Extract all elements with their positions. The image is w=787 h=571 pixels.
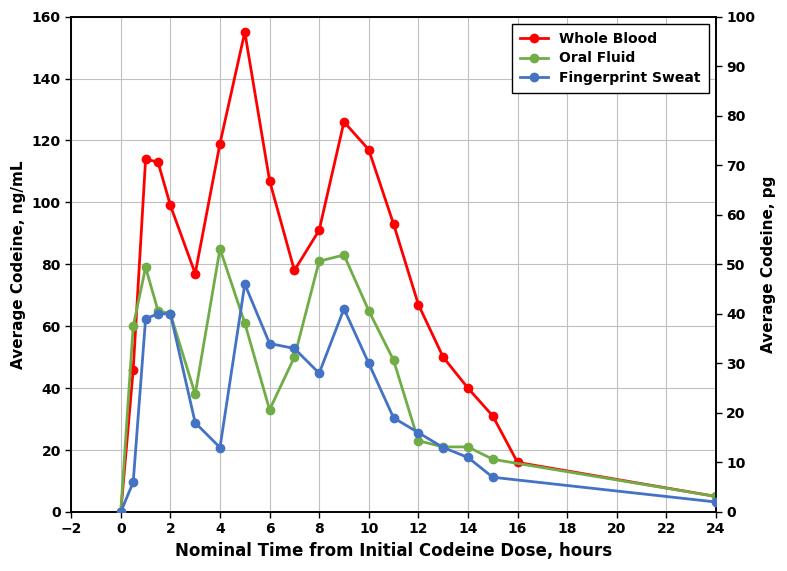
Fingerprint Sweat	[190, 419, 200, 426]
Oral Fluid	[339, 252, 349, 259]
Oral Fluid	[216, 246, 225, 252]
Fingerprint Sweat	[153, 311, 163, 317]
Y-axis label: Average Codeine, pg: Average Codeine, pg	[761, 175, 776, 353]
Oral Fluid	[711, 493, 721, 500]
Whole Blood	[190, 270, 200, 277]
Oral Fluid	[265, 407, 275, 413]
Oral Fluid	[364, 307, 374, 314]
Line: Oral Fluid: Oral Fluid	[116, 244, 720, 516]
Oral Fluid	[128, 323, 138, 329]
Whole Blood	[339, 118, 349, 125]
Fingerprint Sweat	[290, 345, 299, 352]
Legend: Whole Blood, Oral Fluid, Fingerprint Sweat: Whole Blood, Oral Fluid, Fingerprint Swe…	[512, 23, 709, 93]
Whole Blood	[153, 159, 163, 166]
Oral Fluid	[141, 264, 150, 271]
Oral Fluid	[290, 353, 299, 360]
Whole Blood	[240, 29, 249, 35]
Whole Blood	[141, 155, 150, 162]
Fingerprint Sweat	[488, 474, 497, 481]
Oral Fluid	[116, 509, 125, 516]
Whole Blood	[290, 267, 299, 274]
Whole Blood	[166, 202, 176, 209]
Fingerprint Sweat	[339, 305, 349, 312]
Oral Fluid	[190, 391, 200, 398]
Fingerprint Sweat	[389, 415, 398, 421]
Whole Blood	[128, 366, 138, 373]
Fingerprint Sweat	[141, 315, 150, 322]
Fingerprint Sweat	[240, 281, 249, 288]
Line: Fingerprint Sweat: Fingerprint Sweat	[116, 280, 720, 516]
Oral Fluid	[389, 357, 398, 364]
Whole Blood	[414, 301, 423, 308]
Whole Blood	[513, 459, 523, 466]
Whole Blood	[265, 177, 275, 184]
Whole Blood	[116, 509, 125, 516]
Fingerprint Sweat	[464, 454, 473, 461]
X-axis label: Nominal Time from Initial Codeine Dose, hours: Nominal Time from Initial Codeine Dose, …	[175, 542, 612, 560]
Oral Fluid	[488, 456, 497, 463]
Y-axis label: Average Codeine, ng/mL: Average Codeine, ng/mL	[11, 160, 26, 368]
Fingerprint Sweat	[438, 444, 448, 451]
Fingerprint Sweat	[216, 444, 225, 451]
Fingerprint Sweat	[711, 498, 721, 505]
Whole Blood	[315, 227, 324, 234]
Whole Blood	[216, 140, 225, 147]
Oral Fluid	[414, 437, 423, 444]
Whole Blood	[389, 220, 398, 227]
Oral Fluid	[166, 311, 176, 317]
Oral Fluid	[153, 307, 163, 314]
Fingerprint Sweat	[315, 370, 324, 377]
Whole Blood	[488, 412, 497, 419]
Fingerprint Sweat	[116, 509, 125, 516]
Fingerprint Sweat	[128, 478, 138, 485]
Oral Fluid	[464, 444, 473, 451]
Oral Fluid	[240, 320, 249, 327]
Whole Blood	[364, 146, 374, 153]
Whole Blood	[464, 385, 473, 392]
Line: Whole Blood: Whole Blood	[116, 28, 720, 516]
Fingerprint Sweat	[265, 340, 275, 347]
Oral Fluid	[315, 258, 324, 264]
Fingerprint Sweat	[364, 360, 374, 367]
Fingerprint Sweat	[166, 311, 176, 317]
Fingerprint Sweat	[414, 429, 423, 436]
Whole Blood	[438, 353, 448, 360]
Whole Blood	[711, 493, 721, 500]
Oral Fluid	[438, 444, 448, 451]
